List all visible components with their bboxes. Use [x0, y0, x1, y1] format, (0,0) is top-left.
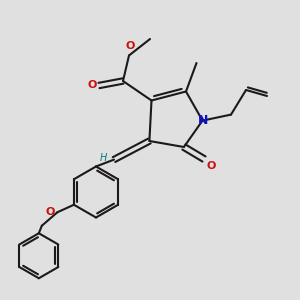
Text: O: O: [125, 41, 135, 51]
Text: O: O: [206, 161, 216, 171]
Text: O: O: [45, 207, 54, 217]
Text: H: H: [100, 153, 107, 163]
Text: O: O: [87, 80, 97, 90]
Text: N: N: [198, 114, 208, 128]
